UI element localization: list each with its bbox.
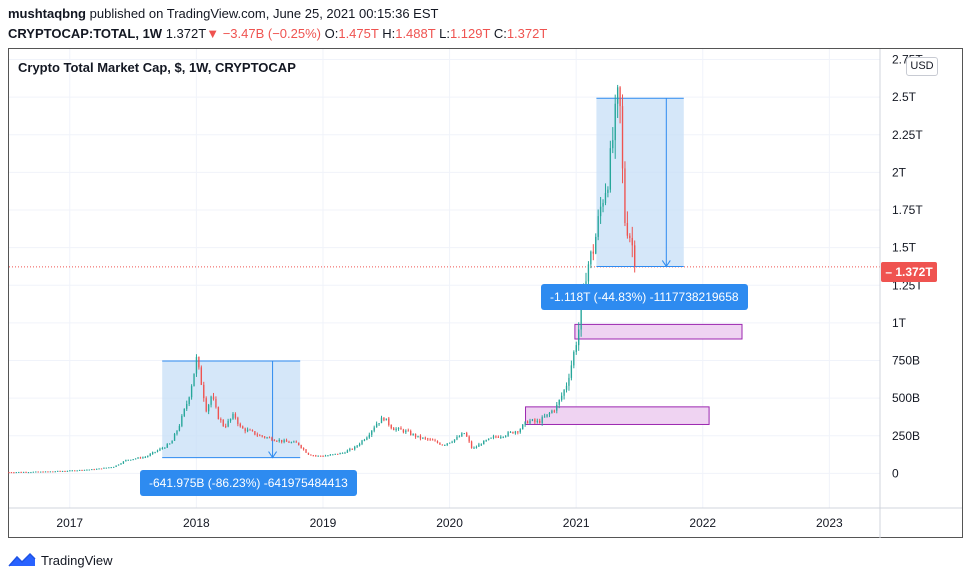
close-label: C:: [493, 26, 507, 41]
low-label: L:: [439, 26, 450, 41]
price-change: −3.47B (−0.25%): [222, 26, 321, 41]
high-value: 1.488T: [395, 26, 436, 41]
tradingview-brand[interactable]: TradingView: [41, 552, 113, 568]
current-price-badge: – 1.372T: [881, 262, 937, 282]
close-value: 1.372T: [506, 26, 548, 41]
measure-tooltip-2021: -1.118T (-44.83%) -1117738219658: [541, 284, 748, 310]
price-badge-value: 1.372T: [895, 265, 933, 279]
chart-frame[interactable]: [8, 48, 963, 538]
author-name[interactable]: mushtaqbng: [8, 6, 86, 21]
publication-info: mushtaqbng published on TradingView.com,…: [8, 6, 438, 21]
ohlc-legend: CRYPTOCAP:TOTAL, 1W 1.372T▼ −3.47B (−0.2…: [8, 26, 547, 41]
open-value: 1.475T: [338, 26, 379, 41]
currency-button[interactable]: USD: [906, 57, 938, 76]
measure-tooltip-2018: -641.975B (-86.23%) -641975484413: [140, 470, 357, 496]
published-text: published on TradingView.com, June 25, 2…: [89, 6, 439, 21]
open-label: O:: [324, 26, 339, 41]
down-arrow-icon: ▼: [206, 26, 220, 41]
chart-title: Crypto Total Market Cap, $, 1W, CRYPTOCA…: [18, 60, 296, 75]
low-value: 1.129T: [449, 26, 491, 41]
tradingview-logo-icon[interactable]: [8, 552, 36, 568]
footer: TradingView: [8, 550, 113, 570]
symbol-label[interactable]: CRYPTOCAP:TOTAL, 1W: [8, 26, 163, 41]
last-price: 1.372T: [165, 26, 207, 41]
high-label: H:: [382, 26, 396, 41]
price-badge-prefix: –: [885, 265, 896, 279]
